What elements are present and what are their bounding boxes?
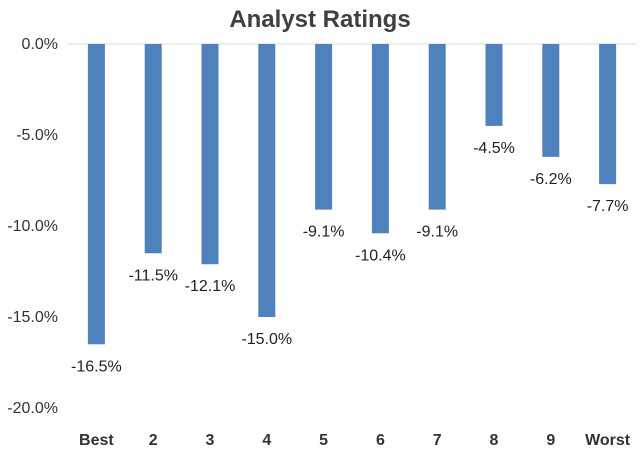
category-label: 9 [546, 432, 555, 449]
chart-title: Analyst Ratings [229, 6, 410, 33]
category-label: 2 [149, 432, 158, 449]
y-tick-label: -5.0% [16, 127, 58, 144]
category-label: 4 [262, 432, 271, 449]
data-label: -11.5% [128, 267, 178, 284]
data-label: -9.1% [303, 224, 345, 241]
category-label: 5 [319, 432, 328, 449]
bar-4 [258, 44, 276, 317]
category-label: Best [79, 432, 114, 449]
bar-best [87, 44, 105, 345]
data-label: -9.1% [416, 224, 458, 241]
bar-7 [428, 44, 446, 210]
data-label: -7.7% [587, 198, 629, 215]
bars-group [87, 44, 617, 345]
data-label: -16.5% [71, 358, 122, 375]
data-labels-group: -16.5% -11.5% -12.1% -15.0% -9.1% -10.4% -9.1%… [71, 140, 628, 375]
bar-5 [315, 44, 333, 210]
data-label: -6.2% [530, 171, 572, 188]
category-label: Worst [585, 432, 631, 449]
y-tick-label: -20.0% [7, 400, 58, 417]
category-label: 8 [490, 432, 499, 449]
y-tick-label: -10.0% [7, 218, 58, 235]
bar-2 [144, 44, 162, 254]
bar-8 [485, 44, 503, 126]
y-tick-label: 0.0% [22, 36, 58, 53]
data-label: -12.1% [185, 278, 236, 295]
data-label: -10.4% [355, 247, 406, 264]
category-label: 3 [206, 432, 215, 449]
x-axis-labels: Best 2 3 4 5 6 7 8 9 Worst [79, 432, 631, 449]
y-axis-ticks: 0.0% -5.0% -10.0% -15.0% -20.0% [7, 36, 58, 417]
bar-6 [371, 44, 389, 234]
data-label: -15.0% [241, 331, 292, 348]
data-label: -4.5% [473, 140, 515, 157]
bar-3 [201, 44, 219, 265]
bar-worst [599, 44, 617, 185]
category-label: 7 [433, 432, 442, 449]
bar-9 [542, 44, 560, 157]
y-tick-label: -15.0% [7, 309, 58, 326]
category-label: 6 [376, 432, 385, 449]
